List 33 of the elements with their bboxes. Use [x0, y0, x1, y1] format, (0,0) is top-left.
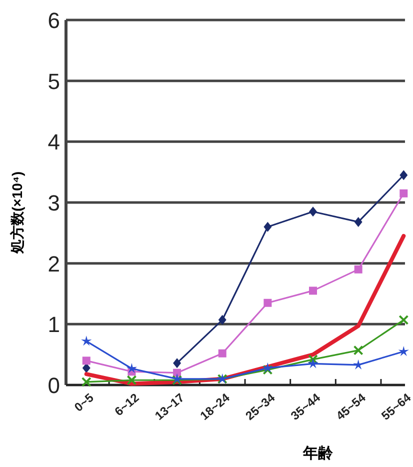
y-tick-label: 6 — [48, 8, 60, 33]
point — [264, 222, 272, 232]
point — [309, 286, 317, 295]
point — [354, 265, 362, 274]
point — [354, 216, 362, 227]
y-axis-title: 処方数(×10⁴) — [9, 172, 25, 254]
y-tick-label: 3 — [48, 190, 60, 216]
point — [126, 362, 138, 374]
y-tick-label: 2 — [48, 251, 60, 276]
point — [81, 376, 92, 387]
point — [82, 356, 90, 365]
point — [81, 336, 92, 346]
x-tick-label: 0~5 — [72, 390, 97, 414]
point — [308, 358, 318, 368]
point — [262, 362, 274, 372]
point — [262, 364, 273, 375]
point — [353, 345, 364, 356]
point — [173, 358, 182, 368]
point — [398, 314, 409, 325]
point — [400, 189, 408, 198]
point — [218, 349, 226, 358]
x-axis-title: 年齢 — [302, 445, 334, 462]
point — [218, 314, 226, 325]
y-tick-label: 1 — [48, 312, 60, 338]
y-tick-label: 0 — [48, 373, 60, 398]
point — [309, 206, 317, 217]
point — [398, 346, 409, 356]
point — [264, 298, 272, 307]
y-tick-label: 5 — [48, 68, 60, 94]
point — [126, 375, 137, 386]
point — [400, 170, 408, 180]
y-tick-label: 4 — [48, 130, 60, 155]
point — [308, 354, 318, 364]
